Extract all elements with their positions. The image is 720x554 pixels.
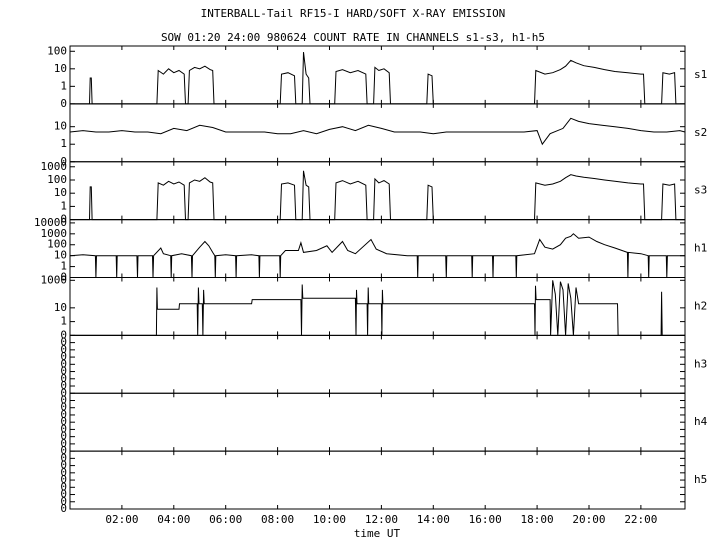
- y-tick-label: 0: [60, 451, 67, 464]
- x-tick-label: 08:00: [261, 513, 294, 526]
- y-tick-label: 0: [60, 415, 67, 428]
- x-tick-label: 10:00: [313, 513, 346, 526]
- data-line: [70, 170, 685, 221]
- y-tick-label: 1000: [41, 273, 68, 286]
- data-line: [69, 233, 685, 278]
- y-tick-label: 1: [60, 315, 67, 328]
- y-tick-label: 0: [60, 401, 67, 414]
- panel-frame: [69, 277, 686, 336]
- y-tick-label: 0: [60, 444, 67, 457]
- y-tick-label: 0: [60, 328, 67, 341]
- y-tick-label: 100: [47, 173, 67, 186]
- x-tick-label: 02:00: [105, 513, 138, 526]
- y-tick-label: 0: [60, 473, 67, 486]
- y-tick-label: 0: [60, 466, 67, 479]
- y-tick-label: 0: [60, 495, 67, 508]
- y-tick-label: 0: [60, 365, 67, 378]
- y-tick-label: 0: [60, 386, 67, 399]
- y-tick-label: 0: [60, 430, 67, 443]
- y-tick-label: 0: [60, 213, 67, 226]
- panel-frame: [69, 334, 686, 394]
- y-tick-label: 10: [54, 301, 67, 314]
- y-tick-label: 0: [60, 393, 67, 406]
- data-line: [69, 117, 686, 146]
- chart-subtitle: SOW 01:20 24:00 980624 COUNT RATE IN CHA…: [161, 31, 545, 44]
- y-tick-label: 0: [60, 372, 67, 385]
- data-line: [70, 280, 685, 336]
- panel-label: s3: [694, 184, 707, 197]
- y-tick-label: 10: [54, 62, 67, 75]
- y-tick-label: 10000: [34, 216, 67, 229]
- y-tick-label: 100: [47, 238, 67, 251]
- panel-label: h4: [694, 415, 708, 428]
- x-tick-label: 14:00: [417, 513, 450, 526]
- x-tick-label: 16:00: [469, 513, 502, 526]
- panel-frame: [69, 450, 686, 510]
- y-tick-label: 0: [60, 488, 67, 501]
- y-tick-label: 0: [60, 480, 67, 493]
- y-tick-label: 0: [60, 459, 67, 472]
- x-axis-label: time UT: [354, 527, 401, 540]
- y-tick-label: 0: [60, 422, 67, 435]
- y-tick-label: 10: [54, 120, 67, 133]
- x-tick-label: 04:00: [157, 513, 190, 526]
- x-tick-label: 06:00: [209, 513, 242, 526]
- data-line: [70, 52, 685, 105]
- panel-frame: [69, 161, 686, 221]
- panel-frame: [69, 219, 686, 278]
- y-tick-label: 0: [60, 437, 67, 450]
- panel-label: s1: [694, 68, 707, 81]
- x-tick-label: 20:00: [572, 513, 605, 526]
- panel-frame: [69, 45, 686, 105]
- y-tick-label: 0: [60, 97, 67, 110]
- panel-label: h5: [694, 473, 707, 486]
- x-tick-label: 18:00: [521, 513, 554, 526]
- y-tick-label: 1: [60, 260, 67, 273]
- x-tick-label: 22:00: [624, 513, 657, 526]
- panel-label: h3: [694, 357, 707, 370]
- y-tick-label: 10: [54, 249, 67, 262]
- panel-label: s2: [694, 126, 707, 139]
- y-tick-label: 1000: [41, 227, 68, 240]
- panel-label: h1: [694, 242, 707, 255]
- y-tick-label: 0: [60, 357, 67, 370]
- y-tick-label: 1: [60, 137, 67, 150]
- y-tick-label: 1: [60, 79, 67, 92]
- y-tick-label: 0: [60, 343, 67, 356]
- y-tick-label: 0: [60, 336, 67, 349]
- panel-frame: [69, 392, 686, 452]
- y-tick-label: 0: [60, 155, 67, 168]
- y-tick-label: 1: [60, 199, 67, 212]
- chart-title: INTERBALL-Tail RF15-I HARD/SOFT X-RAY EM…: [201, 7, 506, 20]
- y-tick-label: 0: [60, 271, 67, 284]
- y-tick-label: 10: [54, 186, 67, 199]
- y-tick-label: 1000: [41, 160, 68, 173]
- x-tick-label: 12:00: [365, 513, 398, 526]
- y-tick-label: 100: [47, 44, 67, 57]
- y-tick-label: 0: [60, 350, 67, 363]
- y-tick-label: 0: [60, 379, 67, 392]
- panel-label: h2: [694, 299, 707, 312]
- y-tick-label: 0: [60, 408, 67, 421]
- y-tick-label: 0: [60, 502, 67, 515]
